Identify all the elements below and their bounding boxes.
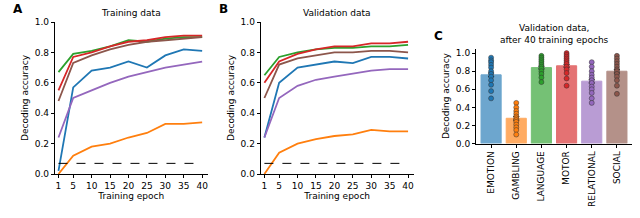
- svg-text:5: 5: [70, 181, 76, 191]
- svg-text:0.4: 0.4: [456, 103, 471, 113]
- svg-text:GAMBLING: GAMBLING: [511, 151, 521, 199]
- svg-text:40: 40: [402, 181, 414, 191]
- svg-text:0.8: 0.8: [241, 48, 256, 58]
- svg-text:0.2: 0.2: [241, 139, 255, 149]
- svg-text:RELATIONAL: RELATIONAL: [587, 151, 597, 207]
- svg-text:SOCIAL: SOCIAL: [612, 151, 622, 184]
- svg-text:0.6: 0.6: [35, 78, 50, 88]
- svg-text:0.8: 0.8: [456, 66, 471, 76]
- svg-text:35: 35: [384, 181, 395, 191]
- svg-text:Decoding accuracy: Decoding accuracy: [20, 54, 30, 141]
- svg-text:1: 1: [262, 181, 268, 191]
- svg-text:C: C: [434, 29, 443, 43]
- svg-text:10: 10: [292, 181, 304, 191]
- svg-text:10: 10: [86, 181, 98, 191]
- svg-text:Training epoch: Training epoch: [303, 191, 370, 201]
- svg-text:0.0: 0.0: [456, 139, 471, 149]
- svg-text:1: 1: [56, 181, 62, 191]
- svg-text:1.0: 1.0: [456, 48, 471, 58]
- svg-text:25: 25: [347, 181, 358, 191]
- svg-text:0.8: 0.8: [35, 48, 50, 58]
- svg-text:5: 5: [276, 181, 282, 191]
- svg-text:0.2: 0.2: [35, 139, 49, 149]
- svg-text:0.0: 0.0: [241, 169, 256, 179]
- svg-text:1.0: 1.0: [241, 17, 256, 27]
- svg-text:20: 20: [123, 181, 135, 191]
- svg-text:0.6: 0.6: [241, 78, 256, 88]
- svg-text:35: 35: [178, 181, 189, 191]
- svg-text:0.6: 0.6: [456, 84, 471, 94]
- svg-text:Validation data,after 40 train: Validation data,after 40 training epochs: [500, 23, 609, 45]
- svg-text:1.0: 1.0: [35, 17, 50, 27]
- svg-text:A: A: [13, 2, 23, 16]
- svg-text:Decoding accuracy: Decoding accuracy: [226, 54, 236, 141]
- svg-text:15: 15: [310, 181, 321, 191]
- svg-text:20: 20: [329, 181, 341, 191]
- svg-text:Training data: Training data: [101, 8, 161, 18]
- svg-text:0.2: 0.2: [456, 121, 470, 131]
- svg-text:EMOTION: EMOTION: [486, 151, 496, 194]
- svg-text:30: 30: [366, 181, 378, 191]
- svg-text:40: 40: [196, 181, 208, 191]
- svg-text:0.4: 0.4: [241, 108, 256, 118]
- svg-text:0.4: 0.4: [35, 108, 50, 118]
- svg-text:MOTOR: MOTOR: [562, 151, 572, 185]
- svg-text:15: 15: [104, 181, 115, 191]
- svg-text:0.0: 0.0: [35, 169, 50, 179]
- svg-text:Decoding accuracy: Decoding accuracy: [441, 52, 451, 139]
- svg-text:30: 30: [160, 181, 172, 191]
- svg-text:LANGUAGE: LANGUAGE: [536, 151, 546, 202]
- svg-text:B: B: [219, 2, 228, 16]
- svg-text:Training epoch: Training epoch: [97, 191, 164, 201]
- svg-text:Validation data: Validation data: [303, 8, 371, 18]
- svg-text:25: 25: [141, 181, 152, 191]
